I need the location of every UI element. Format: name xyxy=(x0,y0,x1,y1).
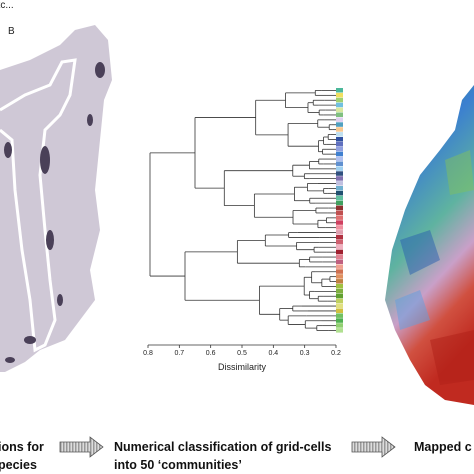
strip-cell xyxy=(336,92,343,98)
axis-ticks: 0.8 0.7 0.6 0.5 0.4 0.3 0.2 xyxy=(143,345,341,357)
arrow xyxy=(59,436,104,458)
strip-cell xyxy=(336,200,343,206)
strip-cell xyxy=(336,323,343,328)
strip-cell xyxy=(336,190,343,196)
tick-label: 0.7 xyxy=(174,350,184,357)
strip-cell xyxy=(336,215,343,220)
strip-cell xyxy=(336,225,343,230)
tick-label: 0.3 xyxy=(300,350,310,357)
strip-cell xyxy=(336,249,343,255)
arrow xyxy=(351,436,396,458)
strip-cell xyxy=(336,279,343,284)
note: etc... xyxy=(0,0,14,11)
tick-label: 0.6 xyxy=(206,350,216,357)
caption: into 50 ‘communities’ xyxy=(114,458,242,472)
caption: ions for xyxy=(0,440,44,454)
strip-cell xyxy=(336,166,343,171)
tick-label: 0.5 xyxy=(237,350,247,357)
strip-cell xyxy=(336,186,343,191)
strip-cell xyxy=(336,122,343,127)
tick-label: 0.4 xyxy=(268,350,278,357)
strip-cell xyxy=(336,288,343,294)
left-map-speckles xyxy=(4,62,105,363)
strip-cell xyxy=(336,235,343,240)
tick-label: 0.8 xyxy=(143,350,153,357)
strip-cell xyxy=(336,303,343,309)
strip-cell xyxy=(336,132,343,137)
strip-cell xyxy=(336,274,343,279)
strip-cell xyxy=(336,298,343,304)
strip-cell xyxy=(336,97,343,103)
strip-cell xyxy=(336,259,343,264)
strip-cell xyxy=(336,137,343,142)
strip-cell xyxy=(336,239,343,245)
strip-cell xyxy=(336,141,343,147)
strip-cell xyxy=(336,328,343,333)
strip-cell xyxy=(336,151,343,157)
left-map-outline xyxy=(0,58,77,353)
strip-cell xyxy=(336,127,343,132)
strip-cell xyxy=(336,112,343,117)
strip-cell xyxy=(336,107,343,113)
strip-cell xyxy=(336,117,343,122)
strip-cell xyxy=(336,102,343,108)
strip-cell xyxy=(336,230,343,235)
strip-cell xyxy=(336,161,343,166)
strip-cell xyxy=(336,88,343,93)
strip-cell xyxy=(336,156,343,162)
color-strip xyxy=(336,88,343,333)
strip-cell xyxy=(336,176,343,181)
axis-label: Dissimilarity xyxy=(218,362,266,372)
strip-cell xyxy=(336,264,343,269)
right-map-texture xyxy=(395,150,474,385)
strip-cell xyxy=(336,195,343,201)
strip-cell xyxy=(336,269,343,274)
strip-cell xyxy=(336,146,343,152)
caption: Mapped c xyxy=(414,440,472,454)
strip-cell xyxy=(336,205,343,211)
tick-label: 0.2 xyxy=(331,350,341,357)
strip-cell xyxy=(336,171,343,176)
strip-cell xyxy=(336,313,343,318)
strip-cell xyxy=(336,220,343,225)
strip-cell xyxy=(336,318,343,323)
strip-cell xyxy=(336,254,343,260)
strip-cell xyxy=(336,181,343,186)
strip-cell xyxy=(336,284,343,289)
panel-label: B xyxy=(8,26,15,37)
dendrogram xyxy=(149,90,336,331)
strip-cell xyxy=(336,210,343,215)
caption: pecies xyxy=(0,458,37,472)
caption: Numerical classification of grid-cells xyxy=(114,440,331,454)
strip-cell xyxy=(336,293,343,299)
strip-cell xyxy=(336,308,343,313)
strip-cell xyxy=(336,244,343,250)
